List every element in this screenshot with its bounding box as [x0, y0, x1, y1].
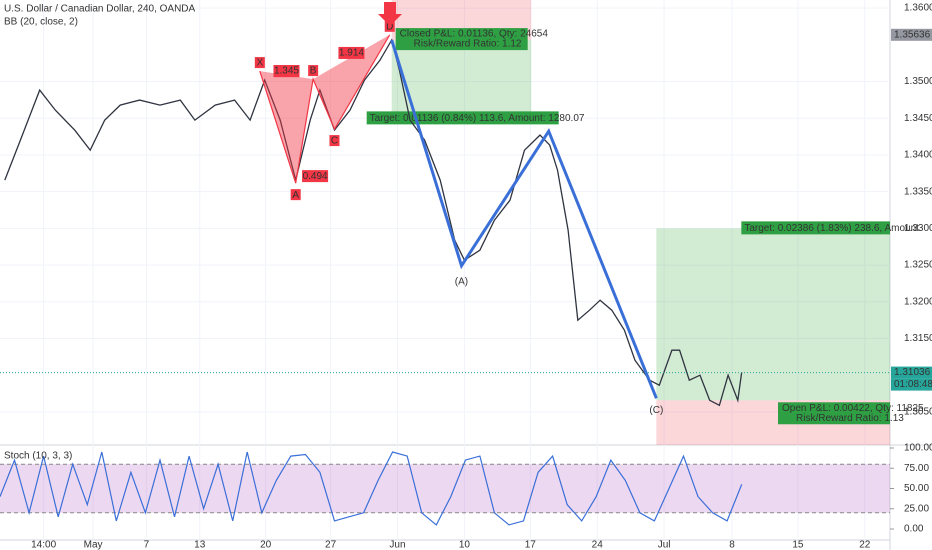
harmonic-label-box — [384, 20, 395, 32]
price-line — [4, 38, 743, 407]
x-tick-label: 7 — [144, 540, 150, 550]
stoch-tick-label: 0.00 — [904, 524, 924, 535]
x-tick-label: 10 — [459, 540, 471, 550]
x-tick-label: 22 — [859, 540, 871, 550]
y-tick-label: 1.34500 — [904, 113, 932, 124]
x-tick-label: 17 — [525, 540, 537, 550]
ratio-label: 1.345 — [274, 66, 299, 77]
y-tick-label: 1.30500 — [904, 407, 932, 418]
x-tick-label: 8 — [729, 540, 735, 550]
ratio-box — [273, 65, 300, 78]
ratio-label: 1.914 — [339, 48, 364, 59]
harmonic-label-box — [290, 189, 301, 201]
y-tick-label: 1.35000 — [904, 76, 932, 87]
abcd-label: (C) — [649, 405, 663, 416]
y-tick-label: 1.32000 — [904, 296, 932, 307]
harmonic-label-box — [329, 135, 340, 147]
stoch-band — [0, 464, 890, 513]
x-tick-label: 15 — [792, 540, 804, 550]
x-tick-label: May — [84, 540, 103, 550]
price-tag-label: 1.31036 — [894, 367, 931, 378]
stoch-label: Stoch (10, 3, 3) — [4, 451, 72, 462]
price-tag-label: 1.35636 — [894, 29, 931, 40]
chart-title: U.S. Dollar / Canadian Dollar, 240, OAND… — [4, 4, 196, 15]
x-tick-label: Jun — [389, 540, 405, 550]
x-tick-label: 27 — [325, 540, 337, 550]
x-tick-label: 14:00 — [31, 540, 56, 550]
stoch-tick-label: 50.00 — [904, 483, 929, 494]
main-pane: Closed P&L: 0.01136, Qty: 24654Risk/Rewa… — [0, 20, 932, 535]
harmonic-fill — [259, 71, 314, 184]
x-tick-label: 20 — [260, 540, 272, 550]
target-text: Target: 0.01136 (0.84%) 113.6, Amount: 1… — [370, 113, 585, 124]
sell-arrow — [378, 2, 402, 26]
positions — [0, 0, 890, 540]
y-tick-label: 1.34000 — [904, 150, 932, 161]
y-tick-label: 1.33000 — [904, 223, 932, 234]
harmonic-label: X — [256, 58, 263, 69]
target-text: Target: 0.02386 (1.83%) 238.6, Amount — [744, 223, 919, 234]
x-tick-label: 24 — [592, 540, 604, 550]
rr-text: Risk/Reward Ratio: 1.12 — [414, 39, 522, 50]
stoch-tick-label: 100.00 — [904, 443, 932, 454]
harmonic-pattern — [259, 34, 391, 184]
x-tick-label: Jul — [658, 540, 671, 550]
stoch-line — [0, 451, 743, 526]
harmonic-label: D — [386, 21, 393, 32]
harmonic-label: B — [310, 66, 317, 77]
profit-zone — [656, 228, 890, 401]
price-tag — [891, 366, 932, 379]
pnl-text: Open P&L: 0.00422, Qty: 11825 — [782, 403, 924, 414]
abcd-pattern — [390, 39, 658, 399]
x-tick-label: 13 — [194, 540, 206, 550]
pnl-box — [778, 402, 890, 425]
pnl-text: Closed P&L: 0.01136, Qty: 24654 — [400, 29, 549, 40]
target-box — [741, 221, 890, 235]
stoch-tick-label: 25.00 — [904, 503, 929, 514]
harmonic-label-box — [308, 65, 319, 77]
ratio-label: 0.494 — [303, 171, 328, 182]
indicator-label: BB (20, close, 2) — [4, 17, 78, 28]
pnl-box — [395, 28, 528, 51]
rr-text: Risk/Reward Ratio: 1.13 — [796, 413, 904, 424]
stoch-tick-label: 75.00 — [904, 463, 929, 474]
y-tick-label: 1.31500 — [904, 333, 932, 344]
ratio-box — [302, 170, 329, 183]
countdown-box — [891, 378, 932, 391]
y-tick-label: 1.32500 — [904, 260, 932, 271]
profit-zone — [391, 40, 532, 119]
price-tag — [891, 28, 932, 41]
ratio-box — [338, 46, 365, 59]
abcd-label: (A) — [455, 276, 468, 287]
harmonic-fill — [313, 34, 390, 130]
y-tick-label: 1.33500 — [904, 186, 932, 197]
harmonic-label: C — [331, 136, 338, 147]
countdown: 01:08:48 — [894, 379, 932, 390]
y-tick-label: 1.36000 — [904, 3, 932, 14]
harmonic-label: A — [292, 190, 299, 201]
harmonic-label-box — [254, 57, 265, 69]
